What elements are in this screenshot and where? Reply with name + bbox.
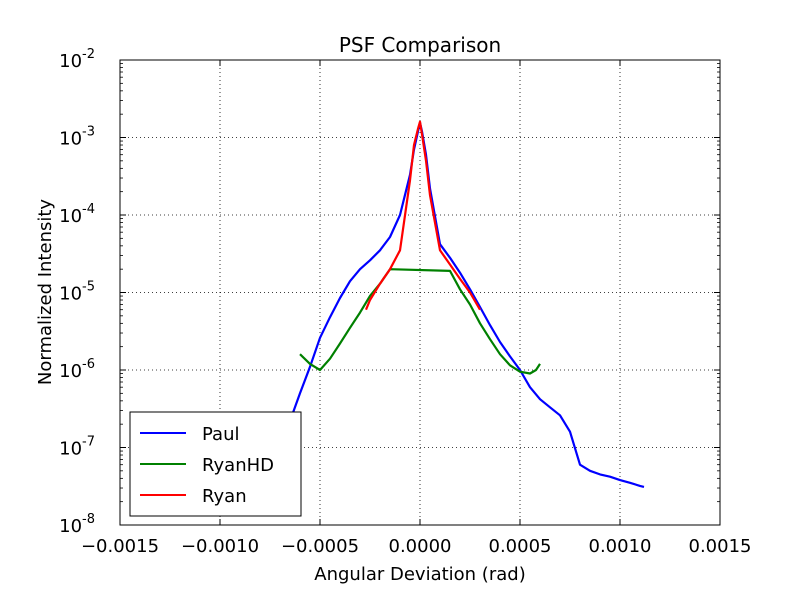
y-axis-label: Normalized Intensity <box>35 199 56 385</box>
x-tick-label: −0.0015 <box>81 536 159 557</box>
x-tick-label: −0.0010 <box>181 536 259 557</box>
legend-label-ryan: Ryan <box>202 486 247 507</box>
x-tick-label: 0.0015 <box>689 536 752 557</box>
x-tick-label: 0.0005 <box>489 536 552 557</box>
chart-title: PSF Comparison <box>339 33 501 57</box>
legend-label-paul: Paul <box>202 424 240 445</box>
x-tick-label: 0.0010 <box>589 536 652 557</box>
legend: Paul RyanHD Ryan <box>130 412 301 516</box>
legend-label-ryanhd: RyanHD <box>202 455 274 476</box>
x-tick-label: −0.0005 <box>281 536 359 557</box>
x-axis-label: Angular Deviation (rad) <box>314 564 525 585</box>
x-tick-label: 0.0000 <box>389 536 452 557</box>
